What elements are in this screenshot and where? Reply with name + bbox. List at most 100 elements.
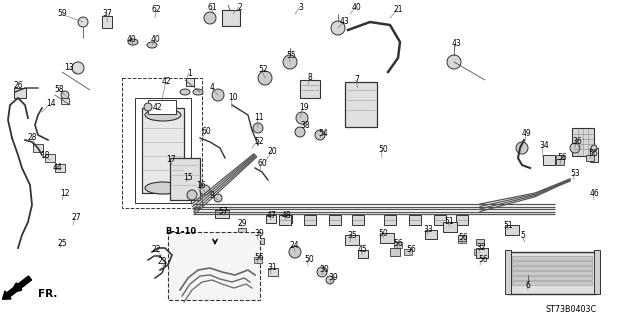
- Text: 3: 3: [298, 3, 303, 11]
- Bar: [594, 250, 600, 294]
- Bar: [122, 78, 202, 208]
- Text: 50: 50: [378, 145, 388, 154]
- Circle shape: [326, 276, 334, 284]
- Bar: [572, 128, 594, 156]
- Text: 10: 10: [228, 93, 237, 102]
- Circle shape: [289, 246, 301, 258]
- Bar: [14, 88, 26, 98]
- Bar: [168, 232, 260, 300]
- Bar: [508, 252, 596, 294]
- Circle shape: [204, 12, 216, 24]
- Text: 5: 5: [520, 232, 525, 241]
- Bar: [33, 144, 43, 152]
- Circle shape: [570, 143, 580, 153]
- Circle shape: [200, 185, 210, 195]
- Circle shape: [61, 91, 69, 99]
- Bar: [266, 215, 276, 223]
- Text: 56: 56: [557, 153, 567, 162]
- Bar: [55, 164, 65, 172]
- Bar: [384, 215, 396, 225]
- Text: 58: 58: [54, 85, 63, 93]
- Text: 13: 13: [64, 63, 74, 71]
- Text: 14: 14: [46, 100, 56, 108]
- Bar: [409, 215, 421, 225]
- Bar: [586, 152, 594, 158]
- Text: 53: 53: [570, 169, 580, 179]
- Bar: [512, 266, 592, 270]
- Bar: [512, 276, 592, 279]
- Text: 1: 1: [187, 69, 192, 78]
- Text: 47: 47: [267, 211, 276, 220]
- Text: 24: 24: [290, 241, 300, 250]
- Text: 52: 52: [254, 137, 264, 145]
- Bar: [476, 239, 484, 245]
- Bar: [256, 238, 264, 244]
- Bar: [390, 248, 400, 256]
- Bar: [148, 100, 176, 114]
- Text: 40: 40: [352, 3, 362, 11]
- Text: 32: 32: [476, 243, 486, 253]
- Text: 34: 34: [539, 142, 548, 151]
- Text: 16: 16: [196, 181, 205, 189]
- Circle shape: [72, 62, 84, 74]
- Text: 30: 30: [319, 265, 329, 275]
- Bar: [543, 155, 555, 165]
- Ellipse shape: [145, 109, 181, 121]
- Text: 27: 27: [71, 213, 81, 222]
- Bar: [456, 215, 468, 225]
- Text: 51: 51: [444, 218, 454, 226]
- Text: 42: 42: [153, 102, 163, 112]
- Text: 8: 8: [308, 73, 313, 83]
- Bar: [102, 16, 112, 28]
- Text: 21: 21: [393, 5, 403, 14]
- Circle shape: [214, 194, 222, 202]
- Text: 40: 40: [127, 35, 137, 44]
- Bar: [512, 271, 592, 275]
- Bar: [254, 257, 262, 263]
- Bar: [238, 228, 246, 234]
- Circle shape: [447, 55, 461, 69]
- Text: 56: 56: [254, 254, 264, 263]
- Circle shape: [253, 123, 263, 133]
- Bar: [279, 215, 291, 225]
- Circle shape: [258, 71, 272, 85]
- Circle shape: [295, 127, 305, 137]
- Ellipse shape: [193, 89, 203, 95]
- Circle shape: [212, 89, 224, 101]
- Circle shape: [223, 11, 237, 25]
- Ellipse shape: [147, 42, 157, 48]
- Text: 61: 61: [207, 4, 216, 12]
- Circle shape: [144, 103, 152, 111]
- Bar: [512, 256, 592, 259]
- Circle shape: [187, 190, 197, 200]
- Circle shape: [78, 17, 88, 27]
- Bar: [268, 268, 278, 276]
- Bar: [304, 215, 316, 225]
- Bar: [404, 249, 412, 255]
- Bar: [556, 155, 564, 161]
- Text: 33: 33: [423, 226, 433, 234]
- Bar: [45, 154, 55, 162]
- Bar: [142, 108, 184, 193]
- Text: FR.: FR.: [38, 289, 58, 299]
- Text: 62: 62: [152, 5, 162, 14]
- Text: 23: 23: [158, 257, 168, 266]
- Text: 43: 43: [452, 39, 461, 48]
- Bar: [170, 158, 200, 200]
- Bar: [505, 225, 519, 235]
- Bar: [282, 215, 292, 223]
- Text: 11: 11: [254, 114, 264, 122]
- Bar: [512, 261, 592, 264]
- Text: 60: 60: [202, 128, 212, 137]
- Text: 35: 35: [347, 232, 356, 241]
- Bar: [329, 215, 341, 225]
- Text: 57: 57: [218, 207, 228, 217]
- Text: 52: 52: [258, 65, 268, 75]
- Text: 2: 2: [237, 3, 242, 11]
- Text: 36: 36: [572, 137, 582, 145]
- Text: 51: 51: [503, 221, 513, 231]
- Text: B-1-10: B-1-10: [165, 227, 196, 236]
- Bar: [345, 82, 377, 127]
- Text: 7: 7: [354, 76, 359, 85]
- Bar: [474, 249, 482, 255]
